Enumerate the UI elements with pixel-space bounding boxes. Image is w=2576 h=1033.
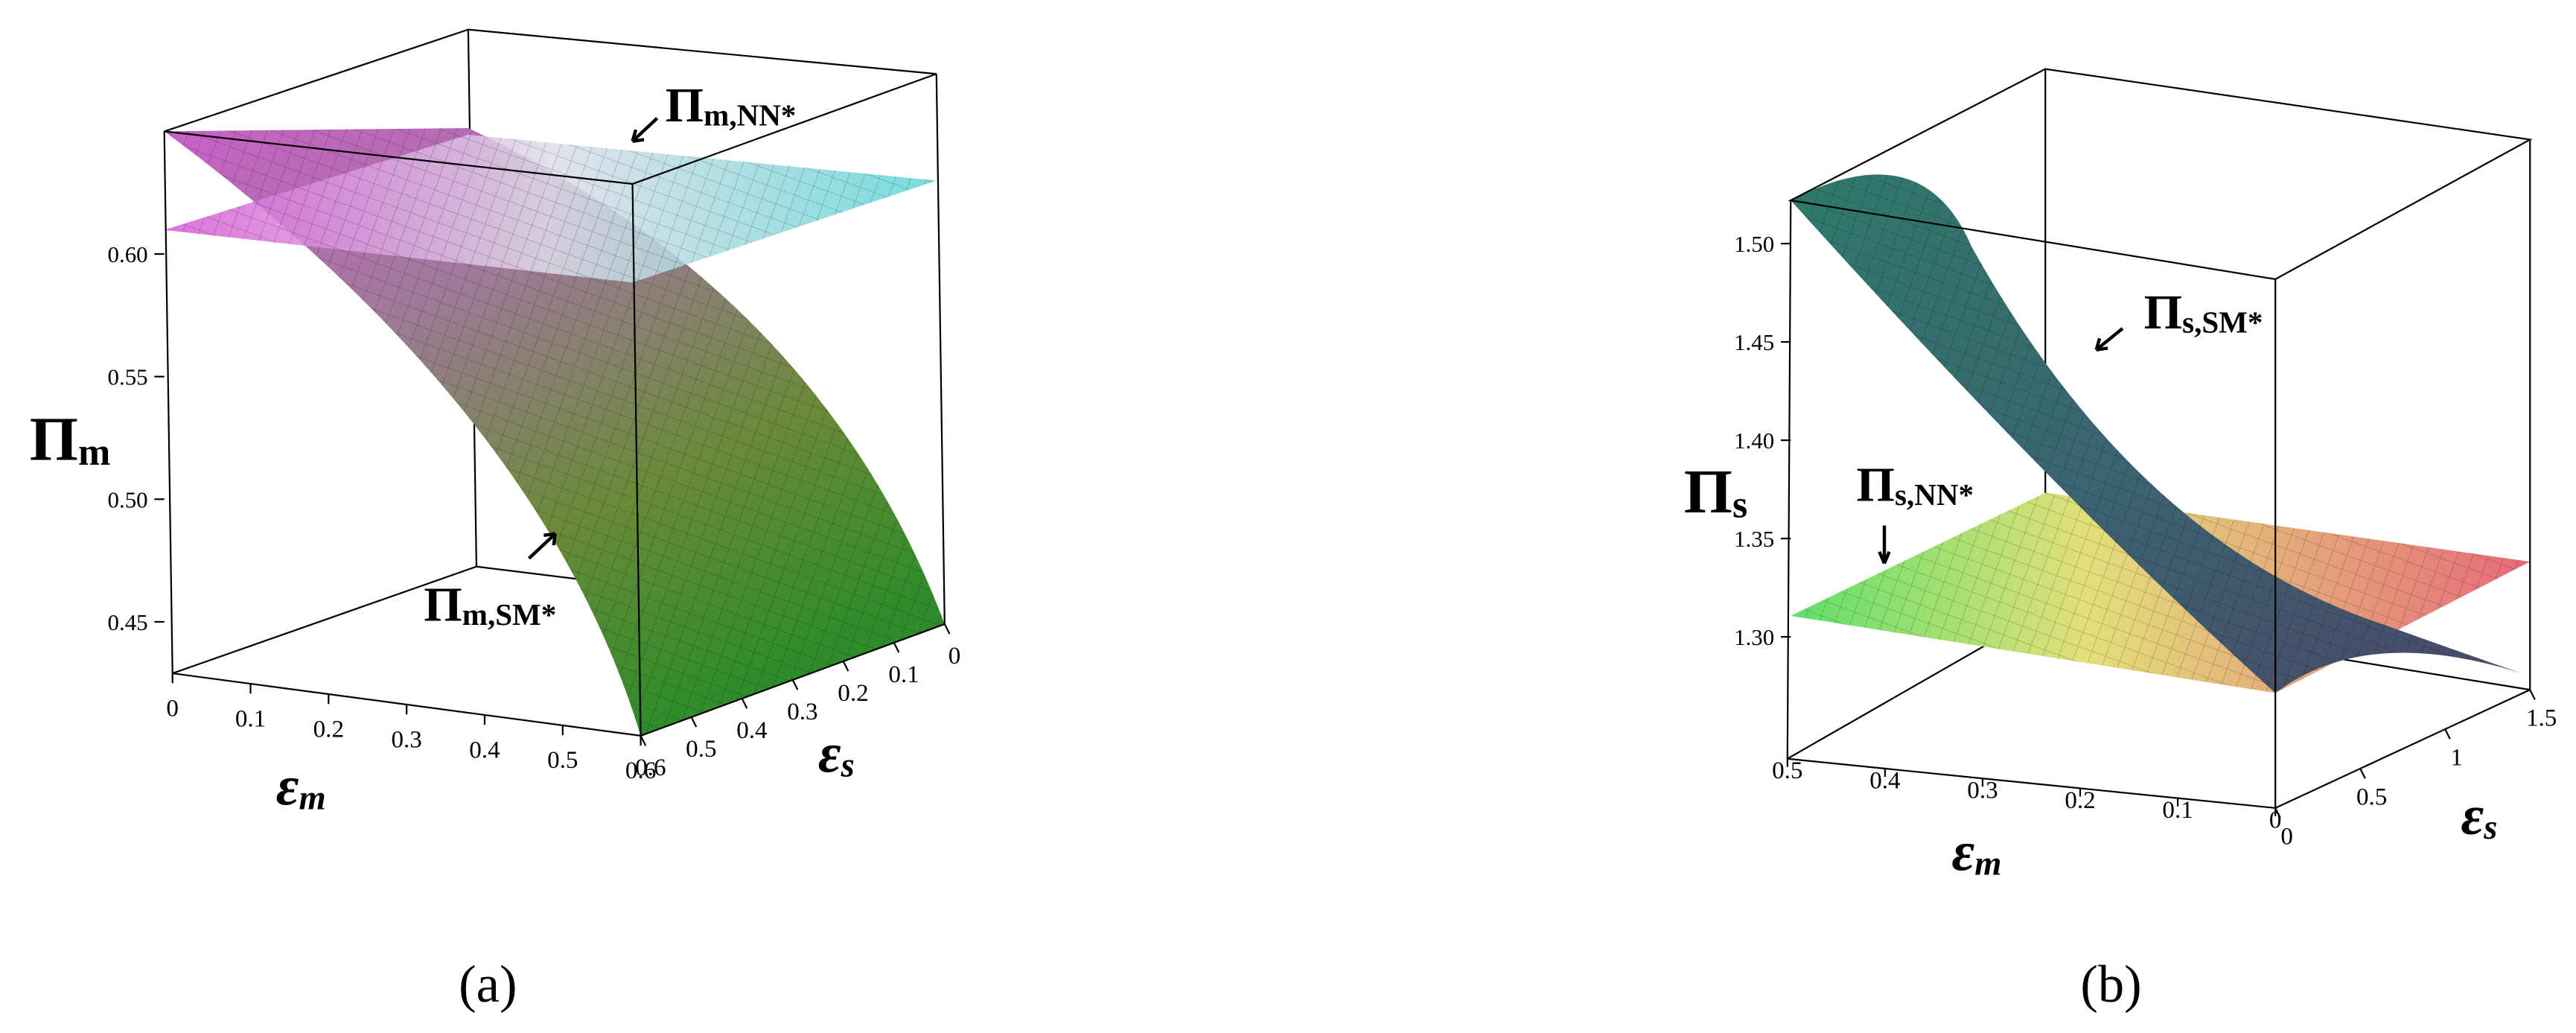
z-axis-label: Πs <box>1684 457 1747 527</box>
annotation-symbol: Π <box>424 578 462 632</box>
panel-label: (b) <box>2080 956 2141 1014</box>
z-tick-label: 0.55 <box>108 364 148 390</box>
y-tick <box>791 679 799 690</box>
z-axis-label-symbol: Π <box>1684 457 1732 527</box>
arrow <box>2094 327 2124 352</box>
x-tick-label: 0 <box>2269 807 2282 833</box>
arrow <box>631 117 659 143</box>
annotation-symbol: Π <box>1856 458 1894 512</box>
y-tick <box>741 698 748 709</box>
annotation: Πs,SM* <box>2144 285 2263 340</box>
x-tick-label: 0.5 <box>1772 757 1802 784</box>
z-tick-label: 0.45 <box>108 609 148 635</box>
y-tick-label: 0.6 <box>635 754 666 781</box>
x-axis-label-symbol: ε <box>276 756 299 818</box>
arrow <box>528 532 558 560</box>
y-tick <box>893 642 900 653</box>
y-tick-label: 0.2 <box>838 680 868 707</box>
z-axis-label-subscript: m <box>78 431 110 474</box>
z-tick-label: 0.60 <box>108 241 148 267</box>
x-axis-label-subscript: m <box>1974 845 2001 883</box>
y-tick <box>2444 728 2451 740</box>
x-tick-label: 0.1 <box>235 705 266 732</box>
y-tick <box>943 623 951 635</box>
x-axis-label-subscript: m <box>299 780 325 818</box>
z-axis-label: Πm <box>30 404 111 474</box>
x-tick-label: 0.2 <box>2065 787 2095 814</box>
z-tick-label: 1.30 <box>1734 624 1774 650</box>
y-tick-label: 1.5 <box>2526 705 2557 732</box>
x-axis-label: εm <box>276 756 326 818</box>
x-axis-label: εm <box>1951 821 2001 883</box>
y-axis-label: εs <box>818 722 855 784</box>
annotation-symbol: Π <box>2144 285 2182 340</box>
annotation: Πm,SM* <box>424 578 556 632</box>
annotation-subscript: m,SM* <box>462 597 556 632</box>
z-axis-label-subscript: s <box>1732 484 1747 527</box>
z-tick-label: 1.45 <box>1734 329 1774 355</box>
y-tick <box>2274 807 2281 819</box>
y-axis-label: εs <box>2461 785 2498 847</box>
y-tick-label: 0 <box>949 643 961 670</box>
z-axis-label-symbol: Π <box>30 404 78 474</box>
z-tick-label: 1.40 <box>1734 427 1774 454</box>
arrow <box>1878 525 1891 565</box>
x-tick-label: 0 <box>166 695 179 722</box>
annotation: Πs,NN* <box>1856 458 1973 512</box>
annotation: Πm,NN* <box>666 78 797 133</box>
y-axis-label-symbol: ε <box>818 722 841 784</box>
z-tick-label: 1.50 <box>1734 231 1774 257</box>
y-tick-label: 0.1 <box>888 661 919 688</box>
y-axis-label-subscript: s <box>2483 809 2497 847</box>
surface-mesh <box>1791 174 2522 693</box>
y-tick-label: 1 <box>2450 745 2463 772</box>
annotation-symbol: Π <box>666 78 704 133</box>
y-tick <box>2529 689 2536 700</box>
panel-b-surfaces <box>1786 68 2533 810</box>
panel-label: (a) <box>459 956 517 1014</box>
x-tick-label: 0.1 <box>2162 797 2193 824</box>
annotation-subscript: s,NN* <box>1895 477 1974 512</box>
y-axis-label-subscript: s <box>841 746 855 784</box>
annotation-subscript: s,SM* <box>2182 305 2263 339</box>
x-axis-label-symbol: ε <box>1951 821 1974 883</box>
z-tick-label: 0.50 <box>108 486 148 512</box>
y-tick <box>690 716 698 728</box>
y-tick <box>842 661 849 672</box>
y-axis-label-symbol: ε <box>2461 785 2484 847</box>
y-tick-label: 0 <box>2280 823 2293 850</box>
y-tick-label: 0.5 <box>2356 784 2387 811</box>
y-tick-label: 0.5 <box>686 736 716 763</box>
y-tick <box>2359 768 2366 779</box>
x-tick-label: 0.3 <box>391 726 421 753</box>
x-tick-label: 0.2 <box>313 716 344 743</box>
y-tick-label: 0.3 <box>787 699 817 725</box>
y-tick <box>640 735 647 746</box>
surface-mesh <box>164 134 937 283</box>
x-tick-label: 0.4 <box>469 737 500 763</box>
annotation-subscript: m,NN* <box>704 98 796 132</box>
y-tick-label: 0.4 <box>736 717 768 744</box>
x-tick-label: 0.5 <box>547 747 578 774</box>
x-tick-label: 0.4 <box>1869 767 1901 794</box>
panel-a-surfaces <box>163 28 946 737</box>
surface-mesh <box>164 127 945 736</box>
x-tick-label: 0.6 <box>625 757 656 784</box>
z-tick-label: 1.35 <box>1734 526 1774 552</box>
x-tick-label: 0.3 <box>1967 778 1998 804</box>
